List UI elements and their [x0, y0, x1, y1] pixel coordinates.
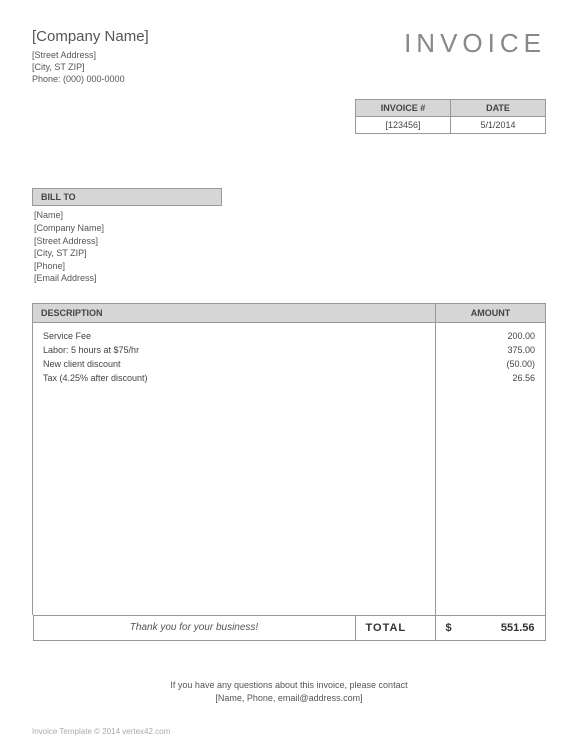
col-description: DESCRIPTION [33, 303, 436, 322]
item-desc: Tax (4.25% after discount) [33, 371, 436, 385]
item-desc: Service Fee [33, 322, 436, 343]
item-amount: 200.00 [436, 322, 546, 343]
billto-city: [City, ST ZIP] [32, 247, 546, 260]
billto-phone: [Phone] [32, 260, 546, 273]
billto-street: [Street Address] [32, 235, 546, 248]
spacer [33, 385, 436, 615]
item-desc: Labor: 5 hours at $75/hr [33, 343, 436, 357]
date-label: DATE [451, 100, 546, 117]
billto-name: [Name] [32, 209, 546, 222]
billto-block: BILL TO [Name] [Company Name] [Street Ad… [32, 188, 546, 285]
thank-you: Thank you for your business! [33, 615, 355, 640]
questions-block: If you have any questions about this inv… [32, 679, 546, 704]
footer-credit: Invoice Template © 2014 vertex42.com [32, 727, 170, 736]
company-city: [City, ST ZIP] [32, 61, 149, 73]
total-row: Thank you for your business!TOTAL$551.56 [33, 615, 546, 641]
item-amount: (50.00) [436, 357, 546, 371]
table-row: Tax (4.25% after discount) 26.56 [33, 371, 546, 385]
company-phone: Phone: (000) 000-0000 [32, 73, 149, 85]
items-table: DESCRIPTION AMOUNT Service Fee 200.00 La… [32, 303, 546, 641]
item-amount: 26.56 [436, 371, 546, 385]
invoice-title: INVOICE [404, 28, 546, 59]
table-row: Service Fee 200.00 [33, 322, 546, 343]
billto-company: [Company Name] [32, 222, 546, 235]
company-name: [Company Name] [32, 28, 149, 45]
table-row: New client discount (50.00) [33, 357, 546, 371]
invoice-num-label: INVOICE # [356, 100, 451, 117]
invoice-date: 5/1/2014 [451, 117, 546, 134]
col-amount: AMOUNT [436, 303, 546, 322]
invoice-meta-table: INVOICE # DATE [123456] 5/1/2014 [355, 99, 546, 134]
spacer [436, 385, 546, 615]
header: [Company Name] [Street Address] [City, S… [32, 28, 546, 85]
item-amount: 375.00 [436, 343, 546, 357]
total-label: TOTAL [355, 615, 435, 640]
table-row: Labor: 5 hours at $75/hr 375.00 [33, 343, 546, 357]
questions-line1: If you have any questions about this inv… [32, 679, 546, 692]
item-desc: New client discount [33, 357, 436, 371]
company-street: [Street Address] [32, 49, 149, 61]
billto-label: BILL TO [32, 188, 222, 206]
total-amount-cell: $551.56 [435, 615, 545, 640]
questions-line2: [Name, Phone, email@address.com] [32, 692, 546, 705]
billto-email: [Email Address] [32, 272, 546, 285]
invoice-num: [123456] [356, 117, 451, 134]
total-value: 551.56 [501, 622, 535, 634]
total-currency: $ [446, 622, 452, 634]
company-block: [Company Name] [Street Address] [City, S… [32, 28, 149, 85]
